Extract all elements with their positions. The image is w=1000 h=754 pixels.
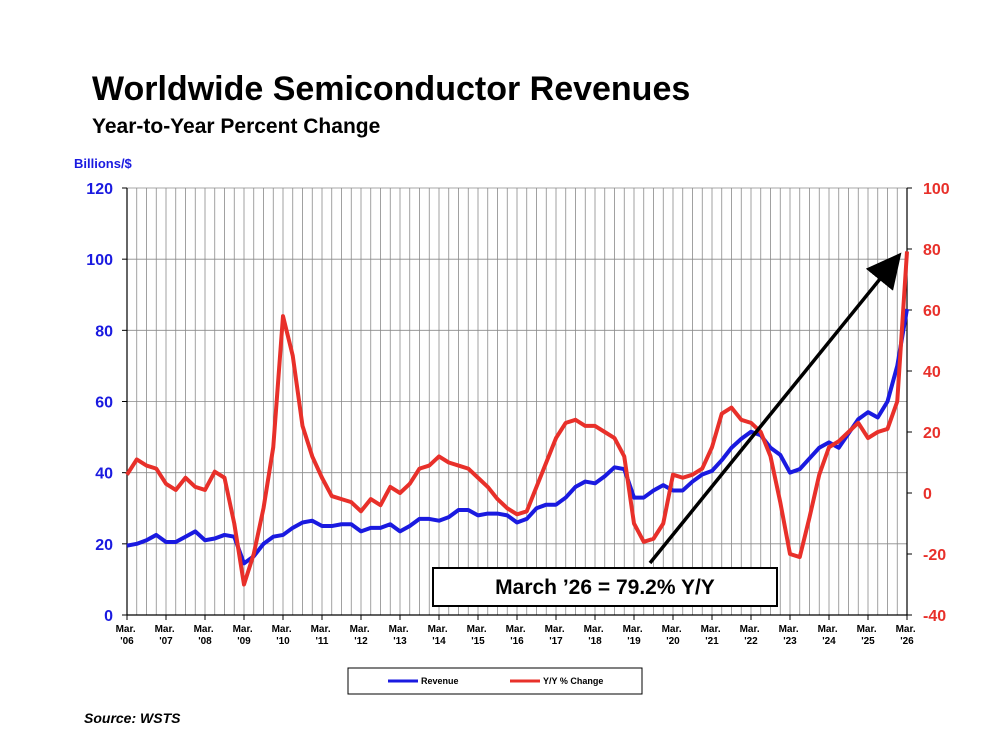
y2-tick-label: -20 [923, 547, 946, 564]
annotation-box [432, 567, 778, 607]
chart-title: Worldwide Semiconductor Revenues [92, 70, 690, 108]
y-tick-label: 0 [104, 608, 113, 625]
x-tick-label: Mar. '20 [662, 624, 685, 647]
y2-tick-label: -40 [923, 608, 946, 625]
y2-tick-label: 100 [923, 181, 950, 198]
x-tick-label: Mar. '11 [311, 624, 334, 647]
x-tick-label: Mar. '09 [233, 624, 256, 647]
y-axis-label: Billions/$ [74, 156, 133, 171]
x-tick-label: Mar. '23 [779, 624, 802, 647]
y2-tick-label: 60 [923, 303, 941, 320]
annotation-arrow [648, 252, 902, 565]
legend: Revenue Y/Y % Change [388, 676, 603, 686]
plot-area: 0 20 40 60 80 100 120 -40 -20 0 20 40 60 80 100 Mar. '0… [86, 181, 950, 647]
x-tick-label: Mar. '06 [116, 624, 139, 647]
y2-tick-label: 40 [923, 364, 941, 381]
x-tick-label: Mar. '08 [194, 624, 217, 647]
y-tick-label: 40 [95, 466, 113, 483]
legend-label: Revenue [421, 676, 459, 686]
x-tick-label: Mar. '14 [428, 624, 451, 647]
x-tick-label: Mar. '16 [506, 624, 529, 647]
y2-tick-label: 20 [923, 425, 941, 442]
legend-label: Y/Y % Change [543, 676, 603, 686]
x-tick-label: Mar. '22 [740, 624, 763, 647]
annotation: March ’26 = 79.2% Y/Y [495, 576, 715, 599]
x-tick-label: Mar. '12 [350, 624, 373, 647]
series-line [125, 251, 909, 587]
y-tick-label: 20 [95, 537, 113, 554]
y-tick-label: 100 [86, 252, 113, 269]
y2-tick-label: 0 [923, 486, 932, 503]
x-tick-label: Mar. '26 [896, 624, 919, 647]
y-tick-label: 60 [95, 395, 113, 412]
x-tick-label: Mar. '19 [623, 624, 646, 647]
x-tick-label: Mar. '18 [584, 624, 607, 647]
x-tick-label: Mar. '25 [857, 624, 880, 647]
x-tick-label: Mar. '15 [467, 624, 490, 647]
source: Source: WSTS [84, 710, 181, 726]
x-tick-label: Mar. '13 [389, 624, 412, 647]
chart-subtitle: Year-to-Year Percent Change [92, 115, 380, 138]
series-line [126, 308, 909, 566]
y-tick-label: 80 [95, 323, 113, 340]
x-tick-label: Mar. '24 [818, 624, 841, 647]
y2-tick-label: 80 [923, 242, 941, 259]
x-tick-label: Mar. '07 [155, 624, 178, 647]
x-tick-label: Mar. '10 [272, 624, 295, 647]
x-tick-label: Mar. '21 [701, 624, 724, 647]
x-tick-label: Mar. '17 [545, 624, 568, 647]
y-tick-label: 120 [86, 181, 113, 198]
